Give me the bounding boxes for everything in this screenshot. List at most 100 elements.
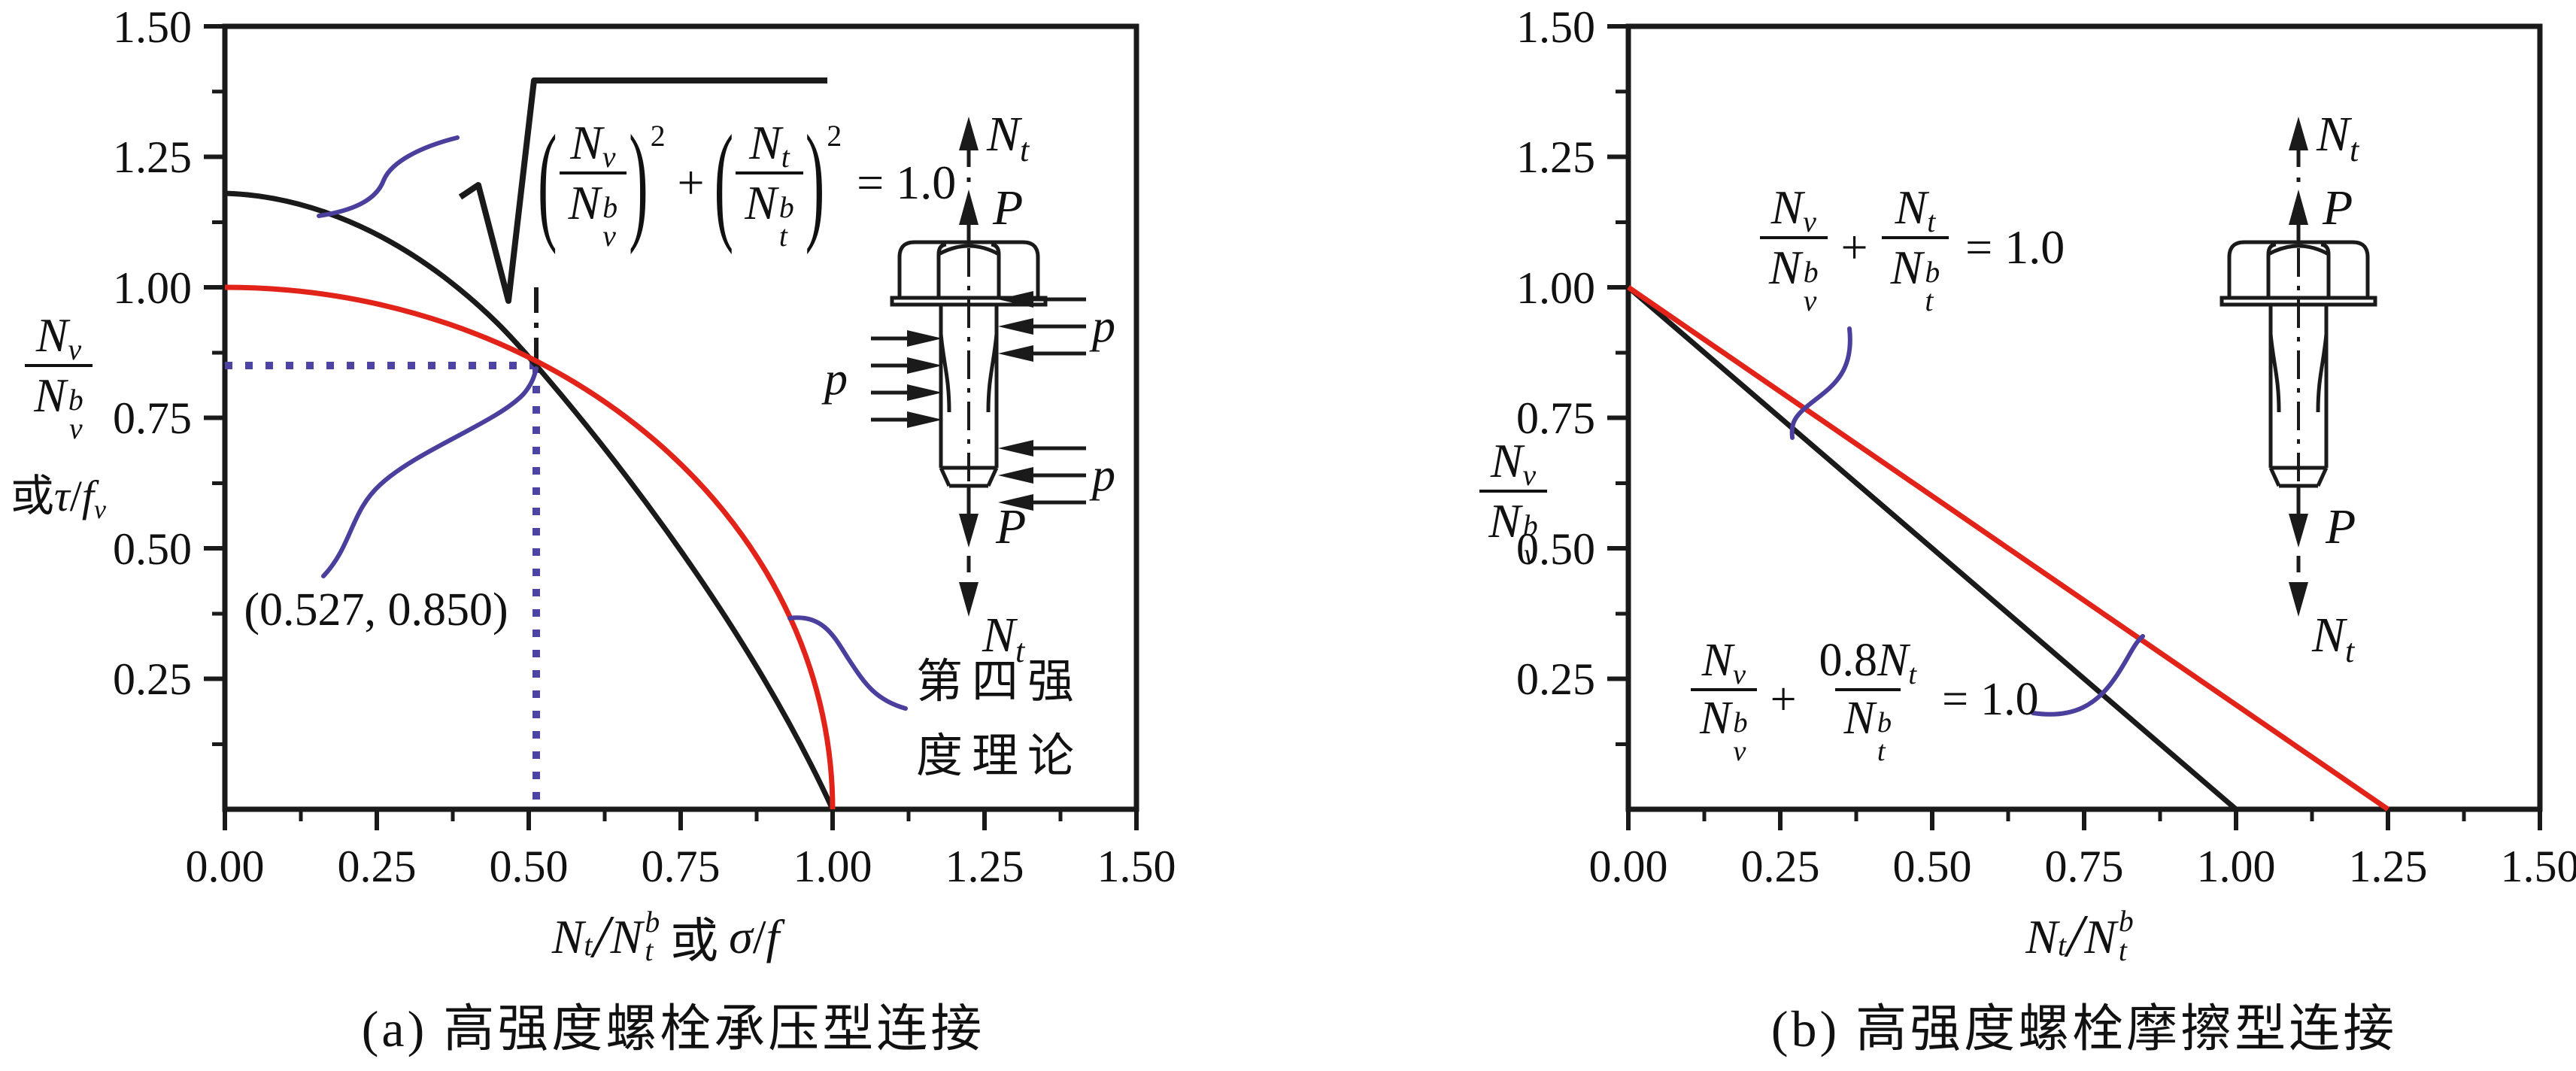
arrow-up-Nt-head [959,117,979,150]
bolt-head-facets [936,242,1001,298]
y-tick-label: 0.25 [113,654,192,704]
annotation-intersection-point: (0.527, 0.850) [244,584,508,636]
x-tick-label: 1.50 [1097,842,1176,891]
x-tick-label: 0.75 [642,842,721,891]
leader-theory-to-red-curve [787,615,908,711]
label-P-top: P [2322,181,2353,235]
line-friction-formula-red [1627,285,2389,812]
plus-sign: + [1840,220,1868,275]
bolt-shank [939,305,999,468]
y-axis-major-ticks [204,24,225,681]
x-tick-label: 0.25 [1741,842,1820,891]
caption-chart-b: (b) 高强度螺栓摩擦型连接 [1770,1000,2398,1057]
caption-chart-a: (a) 高强度螺栓承压型连接 [361,1000,985,1057]
equals-one: = 1.0 [857,156,957,210]
leader-lower-formula-to-red-line [2031,634,2145,717]
y-axis-minor-ticks [1616,90,1628,746]
leader-upper-formula-to-black-line [1789,326,1852,440]
bolt-diagram-friction [2219,117,2377,617]
x-tick-label: 1.50 [2501,842,2576,891]
label-Nt-bottom: Nt [2311,608,2356,669]
label-p-left: p [821,353,848,405]
exponent: 2 [827,120,842,153]
y-axis-major-ticks [1607,24,1628,681]
x-tick-label: 1.25 [945,842,1024,891]
x-tick-label: 1.00 [793,842,872,891]
x-tick-label: 0.00 [186,842,265,891]
bolt-head-facets [2266,242,2331,298]
plus-sign: + [677,156,705,210]
equals-one: = 1.0 [1942,674,2039,726]
left-paren: ( [538,108,557,256]
equals-one: = 1.0 [1965,220,2065,275]
x-tick-label: 1.25 [2349,842,2428,891]
leader-formula-to-black-curve [317,135,460,218]
x-tick-label: 0.25 [338,842,417,891]
label-P-bottom: P [2325,499,2356,554]
chart-b-canvas: 0.00 0.25 0.50 0.75 1.00 1.25 1.50 1.50 … [1516,2,2576,891]
arrow-up-P-head [2289,190,2308,225]
radical-sign [458,77,827,304]
p-arrows-left [871,330,942,428]
p-arrows-right-upper [998,291,1086,362]
y-axis-minor-ticks [212,90,225,746]
chart-a-canvas: 0.00 0.25 0.50 0.75 1.00 1.25 1.50 1.50 … [113,2,1176,891]
label-P-top: P [992,181,1023,235]
x-tick-label: 0.75 [2045,842,2124,891]
y-tick-label: 1.50 [1516,2,1595,52]
y-tick-label: 1.50 [113,2,192,52]
x-axis-minor-ticks [299,809,1063,821]
label-fourth-strength-theory: 第四强 度理论 [916,657,1084,783]
plus-sign: + [1770,674,1797,726]
y-tick-label: 0.25 [1516,654,1595,704]
y-tick-label: 1.25 [113,132,192,182]
x-axis-major-ticks [1626,809,2542,830]
curve-fourth-strength-red [224,284,836,810]
y-tick-label: 0.75 [113,393,192,443]
curve-code-formula-black [224,190,836,811]
x-tick-label: 1.00 [2197,842,2276,891]
arrow-up-Nt-head [2289,117,2308,150]
bolt-shank [2268,305,2329,468]
y-tick-label: 1.00 [113,263,192,313]
x-tick-label: 0.50 [490,842,569,891]
x-tick-label: 0.00 [1589,842,1668,891]
label-p-right-upper: p [1089,301,1115,352]
x-axis-major-ticks [223,809,1139,830]
label-P-bottom: P [995,499,1026,554]
arrow-down-P-head [959,514,979,548]
arrow-up-P-head [959,190,979,225]
left-paren: ( [714,108,734,256]
bolt-shank-waist [939,333,999,413]
leader-annotation-to-intersection [321,366,539,578]
x-tick-label: 0.50 [1893,842,1972,891]
label-Nt-top: Nt [986,107,1030,168]
arrow-down-P-head [2289,514,2308,548]
right-paren: ) [629,108,648,256]
y-axis-title-alt-left: 或τ/fv [11,472,106,525]
bolt-diagram-bearing [871,117,1086,617]
y-tick-label: 0.50 [113,524,192,574]
label-Nt-bottom: Nt [982,608,1026,669]
arrow-down-Nt-head [2289,582,2308,617]
right-paren: ) [805,108,825,256]
bolt-head [897,240,1040,300]
p-arrows-right-lower [998,440,1086,511]
bolt-head [2227,240,2370,300]
label-p-right-lower: p [1089,450,1115,501]
y-tick-label: 0.75 [1516,393,1595,443]
